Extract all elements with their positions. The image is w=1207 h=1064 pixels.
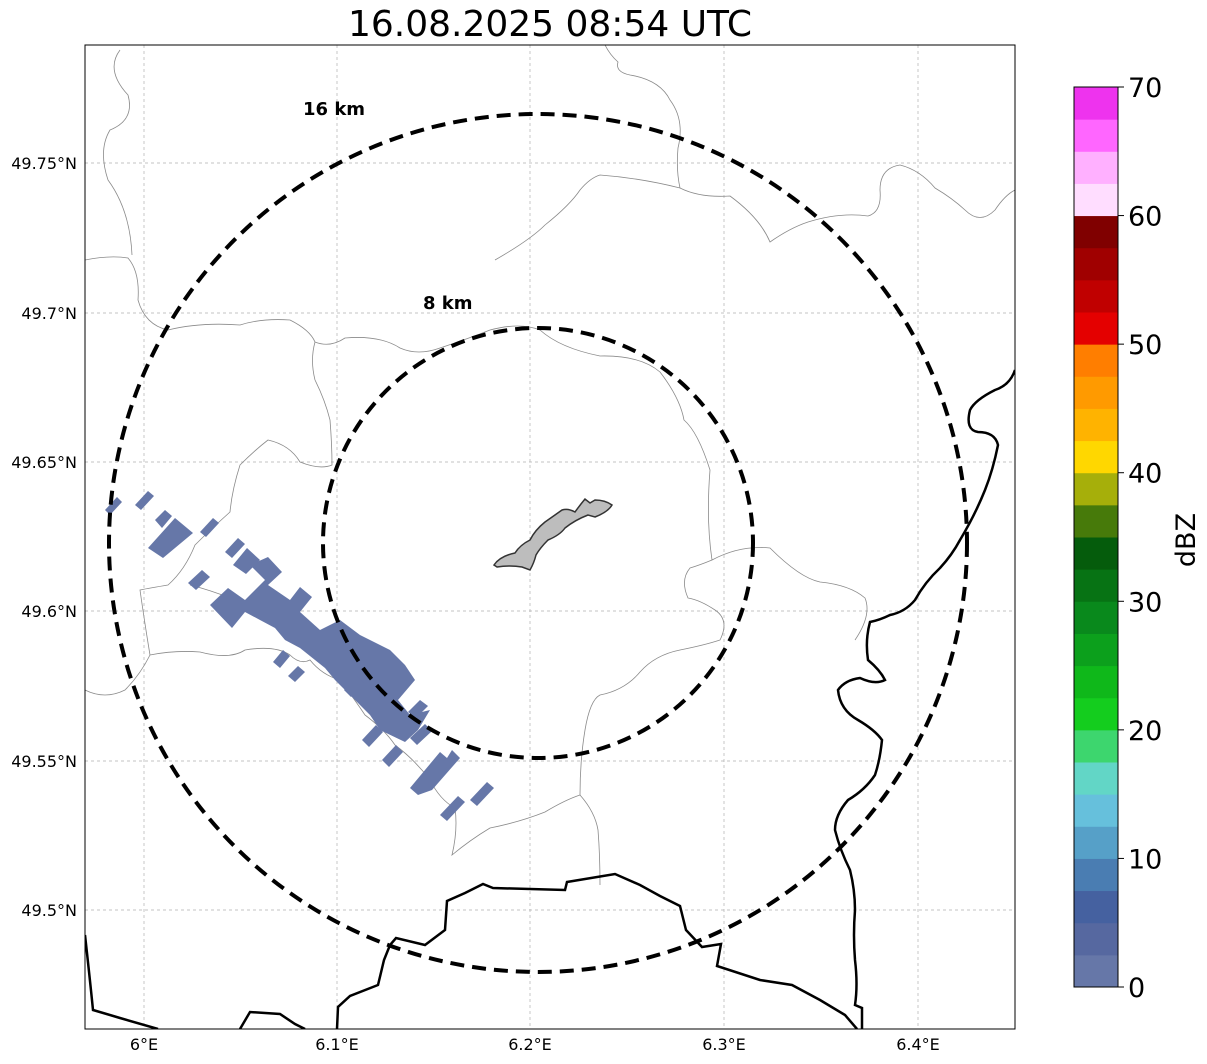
colorbar-tick-label: 40 (1128, 459, 1162, 490)
colorbar-segment (1074, 87, 1118, 120)
colorbar-label: dBZ (1171, 513, 1202, 567)
colorbar-segment (1074, 408, 1118, 442)
lon-tick-label: 6.1°E (315, 1035, 359, 1054)
colorbar-segment (1074, 247, 1118, 281)
map-frame (84, 44, 1016, 1030)
map-title: 16.08.2025 08:54 UTC (347, 4, 753, 45)
colorbar-segment (1074, 794, 1118, 827)
colorbar-segment (1074, 215, 1118, 249)
ring-label-16km: 16 km (303, 99, 365, 120)
range-rings (107, 112, 969, 974)
lon-tick-label: 6.2°E (508, 1035, 552, 1054)
colorbar-segment (1074, 151, 1118, 184)
colorbar-segment (1074, 376, 1118, 409)
gridlines (85, 45, 1015, 1029)
lat-tick-label: 49.65°N (11, 453, 77, 472)
country-borders (85, 369, 1015, 1029)
municipal-boundaries (85, 45, 1015, 886)
colorbar-segment (1074, 954, 1118, 988)
colorbar-segment (1074, 697, 1118, 731)
lat-tick-labels: 49.75°N 49.7°N 49.65°N 49.6°N 49.55°N 49… (11, 154, 77, 920)
colorbar-segment (1074, 504, 1118, 538)
colorbar-segment (1074, 762, 1118, 795)
lon-tick-label: 6.4°E (896, 1035, 940, 1054)
ring-16km (107, 112, 969, 974)
colorbar-tick-label: 60 (1128, 202, 1162, 233)
colorbar-segment (1074, 440, 1118, 474)
lat-tick-label: 49.7°N (21, 304, 77, 323)
radar-echoes (105, 491, 494, 821)
colorbar-tick-label: 70 (1128, 73, 1162, 104)
colorbar-segment (1074, 826, 1118, 859)
colorbar-tick-label: 20 (1128, 716, 1162, 747)
colorbar-segment (1074, 537, 1118, 570)
ring-label-8km: 8 km (423, 293, 473, 314)
colorbar-segment (1074, 569, 1118, 602)
colorbar-segment (1074, 344, 1118, 377)
city-outline (492, 497, 613, 571)
colorbar-tick-label: 50 (1128, 330, 1162, 361)
colorbar-tick-label: 30 (1128, 587, 1162, 618)
colorbar-segment (1074, 890, 1118, 924)
colorbar-segment (1074, 858, 1118, 892)
colorbar-segment (1074, 601, 1118, 634)
colorbar-segment (1074, 183, 1118, 217)
lat-tick-label: 49.6°N (21, 602, 77, 621)
colorbar-segment (1074, 119, 1118, 152)
colorbar-segment (1074, 633, 1118, 667)
lon-tick-label: 6°E (130, 1035, 158, 1054)
lon-tick-labels: 6°E 6.1°E 6.2°E 6.3°E 6.4°E (130, 1035, 940, 1054)
colorbar-frame (1073, 86, 1119, 988)
colorbar-segment (1074, 729, 1118, 763)
colorbar-tick-label: 10 (1128, 844, 1162, 875)
lat-tick-label: 49.75°N (11, 154, 77, 173)
colorbar-segment (1074, 665, 1118, 699)
colorbar: 0 10 20 30 40 50 60 70 (1073, 73, 1162, 1004)
colorbar-segment (1074, 312, 1118, 345)
colorbar-tick-label: 0 (1128, 973, 1145, 1004)
colorbar-segment (1074, 922, 1118, 956)
ring-8km (321, 326, 755, 760)
colorbar-segment (1074, 472, 1118, 506)
lat-tick-label: 49.55°N (11, 752, 77, 771)
lat-tick-label: 49.5°N (21, 901, 77, 920)
colorbar-segment (1074, 279, 1118, 313)
lon-tick-label: 6.3°E (702, 1035, 746, 1054)
